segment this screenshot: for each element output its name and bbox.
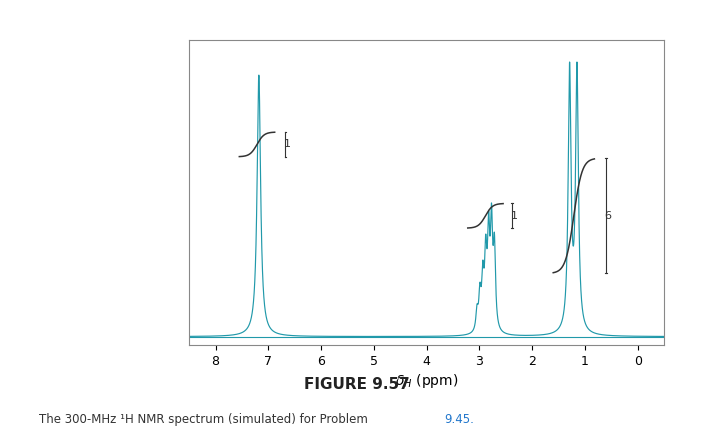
Text: 6: 6: [604, 211, 611, 221]
Text: FIGURE 9.57: FIGURE 9.57: [304, 377, 410, 392]
Text: The 300-MHz ¹H NMR spectrum (simulated) for Problem: The 300-MHz ¹H NMR spectrum (simulated) …: [39, 413, 368, 426]
Text: 1: 1: [511, 211, 518, 221]
Text: 9.45.: 9.45.: [444, 413, 474, 426]
Text: 1: 1: [283, 139, 291, 150]
X-axis label: $\delta_H$ (ppm): $\delta_H$ (ppm): [395, 372, 458, 390]
